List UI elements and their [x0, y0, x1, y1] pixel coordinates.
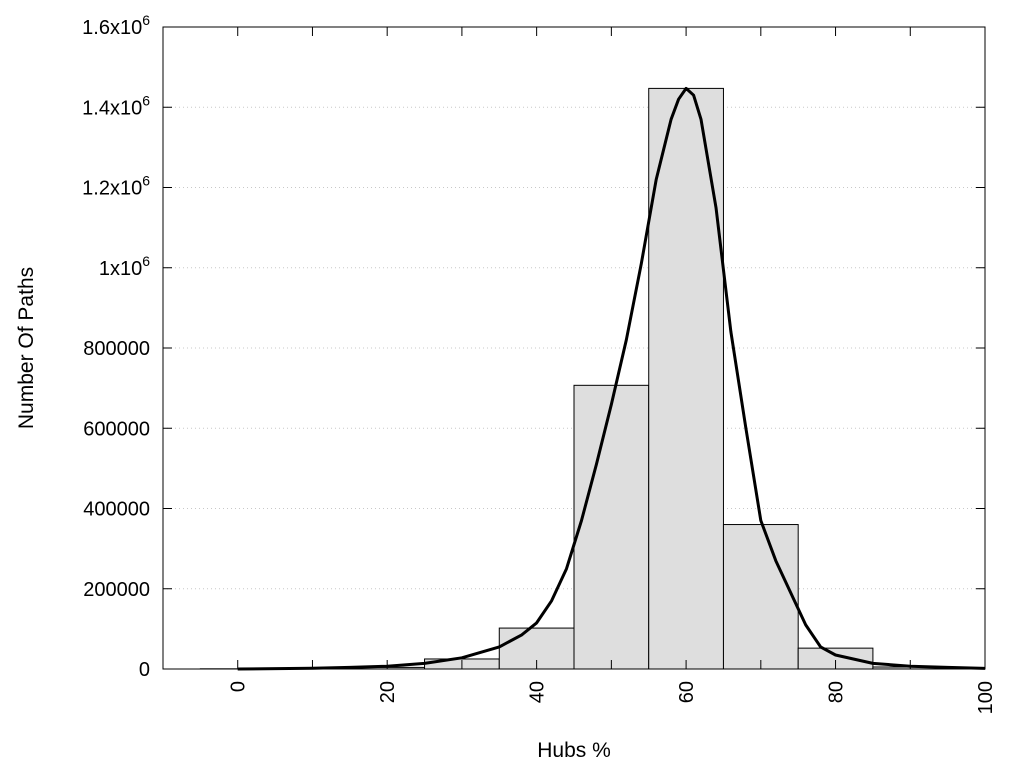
y-axis-label: Number Of Paths [15, 267, 38, 429]
y-tick-label: 800000 [83, 338, 150, 360]
y-tick-label: 1.6x106 [82, 12, 150, 39]
x-tick-label: 0 [228, 681, 250, 692]
y-tick-label: 1x106 [99, 253, 150, 280]
histogram-bar [573, 384, 650, 670]
y-tick-label: 1.4x106 [82, 92, 150, 119]
histogram-bar [648, 87, 724, 670]
x-tick-label: 60 [676, 681, 698, 703]
x-tick-label: 20 [377, 681, 399, 703]
density-curve [237, 86, 986, 671]
density-curve-layer [237, 86, 986, 671]
y-tick-labels: 0 200000 400000 600000 800000 1x106 1.2x106 1.4… [82, 12, 150, 681]
grid-lines [163, 106, 985, 590]
x-tick-label: 80 [826, 681, 848, 703]
x-tick-labels: 0 20 40 60 80 100 [228, 681, 997, 714]
x-axis-label: Hubs % [537, 739, 611, 762]
y-tick-label: 600000 [83, 418, 150, 440]
y-tick-label: 1.2x106 [82, 173, 150, 200]
x-tick-label: 40 [527, 681, 549, 703]
y-tick-label: 0 [139, 659, 150, 681]
y-tick-label: 400000 [83, 499, 150, 521]
x-tick-label: 100 [975, 681, 997, 714]
histogram-bars [199, 87, 949, 670]
axis-ticks [163, 26, 986, 670]
y-tick-label: 200000 [83, 579, 150, 601]
histogram-bar [722, 524, 799, 670]
